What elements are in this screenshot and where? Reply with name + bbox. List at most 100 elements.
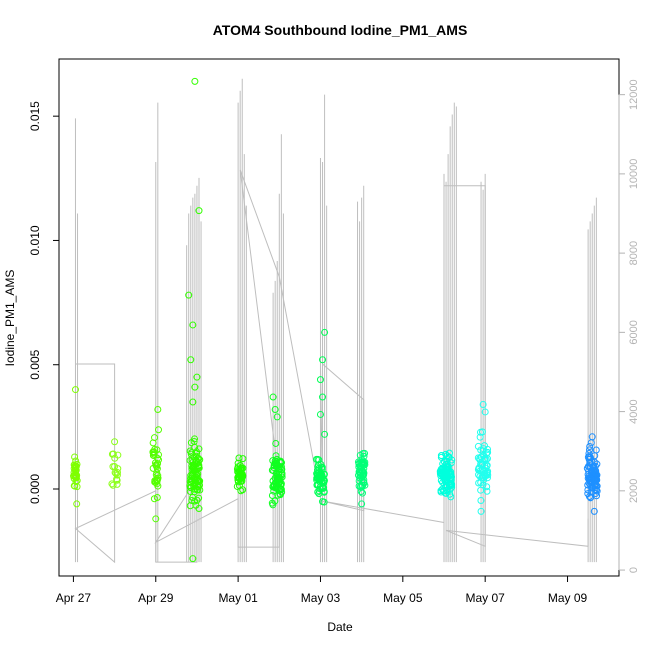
data-point bbox=[193, 452, 201, 460]
series-may-09-flight bbox=[583, 433, 601, 515]
series-apr-27-flight bbox=[70, 386, 81, 508]
data-point bbox=[238, 470, 246, 478]
data-point bbox=[483, 474, 491, 482]
data-point bbox=[319, 393, 327, 401]
x-tick-label: May 07 bbox=[465, 591, 505, 605]
data-point bbox=[585, 492, 593, 500]
data-point bbox=[358, 489, 366, 497]
data-point bbox=[191, 77, 199, 85]
data-point bbox=[316, 472, 324, 480]
data-point bbox=[192, 456, 200, 464]
data-point bbox=[438, 470, 446, 478]
data-point bbox=[439, 487, 447, 495]
data-point bbox=[190, 461, 198, 469]
y-axis-label: Iodine_PM1_AMS bbox=[3, 270, 17, 367]
data-point bbox=[71, 386, 79, 394]
data-point bbox=[355, 463, 363, 471]
chart-title: ATOM4 Southbound Iodine_PM1_AMS bbox=[213, 22, 468, 38]
data-point bbox=[443, 463, 451, 471]
data-point bbox=[273, 482, 281, 490]
data-point bbox=[233, 482, 241, 490]
scatter-points-layer bbox=[70, 77, 601, 563]
data-point bbox=[359, 450, 367, 458]
data-point bbox=[238, 477, 246, 485]
data-point bbox=[190, 467, 198, 475]
data-point bbox=[72, 477, 80, 485]
data-point bbox=[482, 464, 490, 472]
x-tick-label: May 03 bbox=[301, 591, 341, 605]
data-point bbox=[113, 469, 121, 477]
data-point bbox=[70, 465, 78, 473]
data-point bbox=[188, 448, 196, 456]
data-point bbox=[276, 490, 284, 498]
data-point bbox=[441, 477, 449, 485]
data-point bbox=[155, 426, 163, 434]
data-point bbox=[72, 466, 80, 474]
y-axis: 0.000 0.005 0.010 0.015 bbox=[28, 101, 60, 504]
data-point bbox=[71, 453, 79, 461]
data-point bbox=[150, 495, 158, 503]
data-point bbox=[72, 457, 80, 465]
data-point bbox=[187, 356, 195, 364]
data-point bbox=[588, 433, 596, 441]
data-point bbox=[481, 408, 489, 416]
data-point bbox=[586, 442, 594, 450]
data-point bbox=[152, 515, 160, 523]
data-point bbox=[475, 479, 483, 487]
data-point bbox=[155, 456, 163, 464]
data-point bbox=[70, 468, 78, 476]
data-point bbox=[73, 500, 81, 508]
data-point bbox=[584, 481, 592, 489]
y-tick-label: 0.015 bbox=[28, 101, 42, 131]
altitude-line bbox=[74, 169, 589, 564]
data-point bbox=[588, 458, 596, 466]
data-point bbox=[442, 464, 450, 472]
data-point bbox=[477, 507, 485, 515]
data-point bbox=[150, 450, 158, 458]
series-apr-29-flight bbox=[149, 405, 163, 523]
series-may-03-flight bbox=[312, 328, 329, 506]
data-point bbox=[321, 430, 329, 438]
data-point bbox=[437, 465, 445, 473]
data-point bbox=[278, 465, 286, 473]
x-axis: Apr 27 Apr 29 May 01 May 03 May 05 May 07 May … bbox=[56, 575, 588, 605]
data-point bbox=[111, 469, 119, 477]
data-point bbox=[275, 477, 283, 485]
data-point bbox=[447, 480, 455, 488]
data-point bbox=[479, 445, 487, 453]
data-point bbox=[447, 473, 455, 481]
data-point bbox=[193, 486, 201, 494]
data-point bbox=[71, 482, 79, 490]
data-point bbox=[315, 490, 323, 498]
data-point bbox=[586, 454, 594, 462]
data-point bbox=[188, 456, 196, 464]
data-point bbox=[195, 505, 203, 513]
data-point bbox=[195, 207, 203, 215]
data-point bbox=[193, 449, 201, 457]
data-point bbox=[272, 439, 280, 447]
data-point bbox=[361, 458, 369, 466]
y-tick-label: 0.000 bbox=[28, 474, 42, 504]
data-point bbox=[480, 442, 488, 450]
data-point bbox=[112, 469, 120, 477]
data-point bbox=[321, 328, 329, 336]
y2-tick-label: 8000 bbox=[628, 241, 640, 265]
data-point bbox=[154, 405, 162, 413]
x-tick-label: May 09 bbox=[548, 591, 588, 605]
data-point bbox=[320, 479, 328, 487]
series-apr-30-flight bbox=[185, 77, 204, 563]
data-point bbox=[269, 393, 277, 401]
data-point bbox=[478, 466, 486, 474]
data-point bbox=[443, 473, 451, 481]
data-point bbox=[271, 405, 279, 413]
data-point bbox=[153, 480, 161, 488]
y2-tick-label: 0 bbox=[628, 567, 640, 573]
data-point bbox=[186, 447, 194, 455]
data-point bbox=[149, 439, 157, 447]
data-point bbox=[268, 499, 276, 507]
series-may-07-flight bbox=[474, 400, 492, 515]
data-point bbox=[359, 473, 367, 481]
data-point bbox=[189, 321, 197, 329]
data-point bbox=[318, 463, 326, 471]
